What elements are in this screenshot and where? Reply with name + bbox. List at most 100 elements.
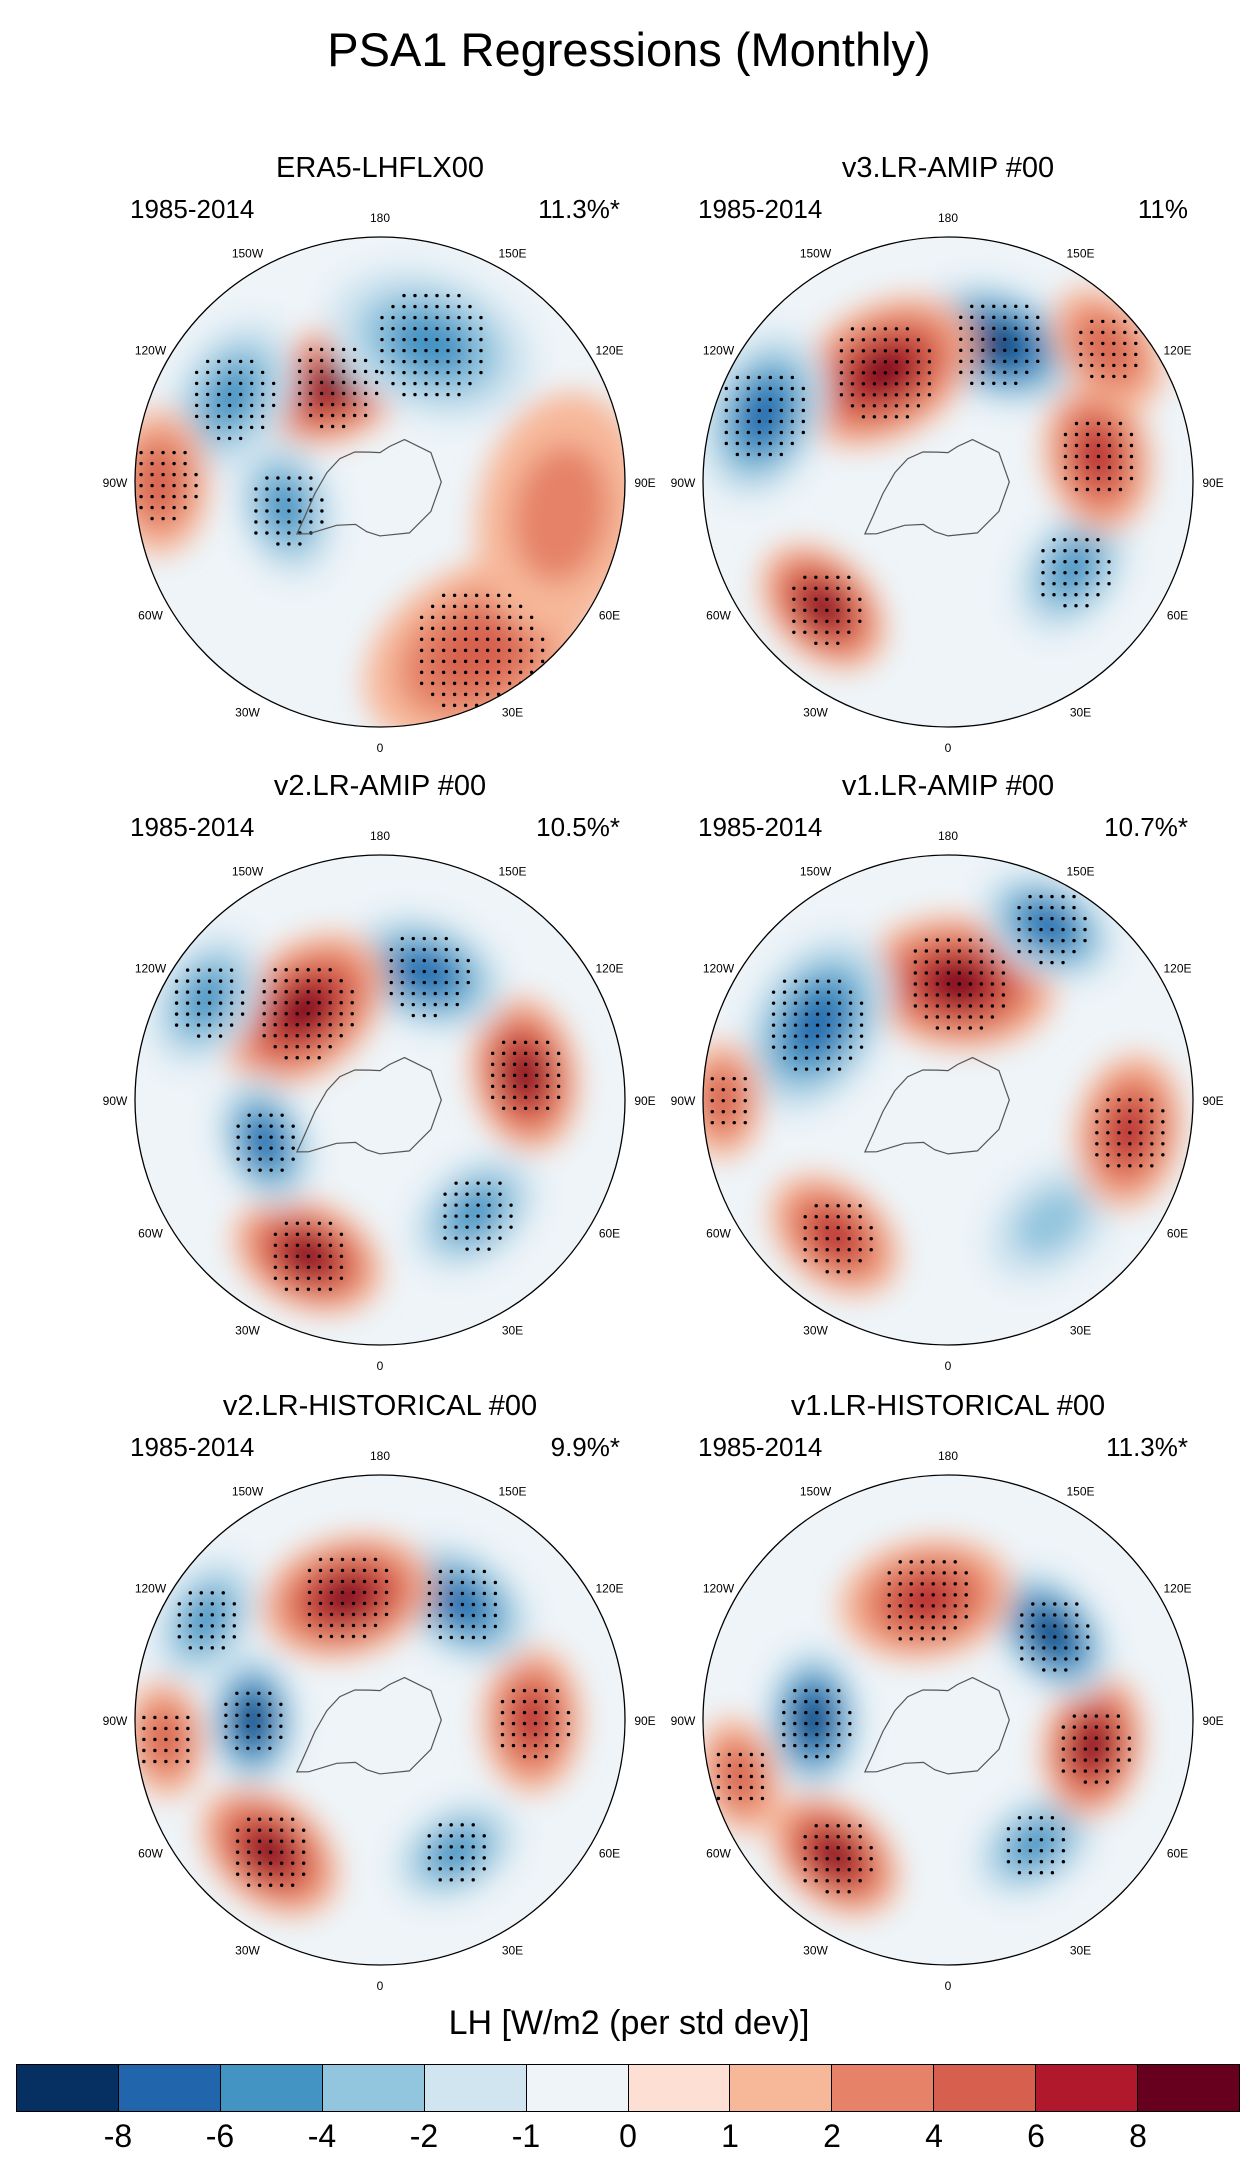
stipple-dot [768, 419, 773, 424]
stipple-dot [970, 381, 974, 386]
stipple-dot [743, 1120, 747, 1125]
stipple-dot [1036, 337, 1040, 342]
anomaly-contour [249, 1121, 280, 1162]
stipple-dot [1028, 949, 1032, 954]
stipple-dot [793, 1023, 798, 1027]
stipple-dot [898, 1637, 902, 1641]
stipple-dot [186, 1759, 190, 1764]
map-panel-v3-amip: v3.LR-AMIP #00 1985-2014 11% 0 30E 60E 90E 1… [668, 152, 1228, 772]
stipple-dot [446, 370, 450, 375]
stipple-dot [339, 1276, 344, 1281]
stipple-dot [894, 327, 899, 331]
stipple-dot [306, 1232, 311, 1237]
map-panel-v2-amip: v2.LR-AMIP #00 1985-2014 10.5%* 0 30E 60E 9… [100, 770, 660, 1390]
stipple-dot [779, 375, 784, 380]
panel-variance: 11.3%* [538, 194, 620, 224]
stipple-dot [463, 626, 468, 631]
stipple-dot [814, 1215, 818, 1219]
stipple-dot [1112, 363, 1116, 368]
stipple-dot [216, 403, 221, 408]
stipple-dot [446, 381, 450, 386]
stipple-dot [782, 990, 787, 994]
stipple-dot [836, 641, 840, 646]
stipple-dot [246, 1691, 250, 1695]
stipple-dot [968, 1015, 973, 1019]
stipple-dot [463, 637, 468, 642]
stipple-dot [482, 1569, 487, 1574]
stipple-dot [329, 1557, 334, 1562]
stipple-dot [1090, 319, 1094, 324]
stipple-dot [227, 403, 232, 408]
stipple-dot [352, 358, 357, 363]
stipple-dot [328, 1243, 333, 1248]
stipple-dot [771, 1034, 776, 1038]
stipple-dot [931, 1626, 935, 1630]
longitude-label: 180 [938, 1449, 958, 1463]
stipple-dot [254, 520, 258, 524]
stipple-dot [927, 360, 932, 364]
stipple-dot [721, 1109, 725, 1114]
stipple-dot [1003, 381, 1007, 386]
stipple-dot [1001, 993, 1006, 997]
stipple-dot [858, 1846, 862, 1850]
stipple-dot [196, 968, 201, 972]
stipple-dot [803, 1857, 807, 1861]
stipple-dot [804, 1710, 808, 1715]
stipple-dot [352, 391, 357, 396]
stipple-dot [339, 979, 343, 983]
stipple-dot [804, 979, 809, 983]
anomaly-contour [139, 453, 180, 511]
stipple-dot [433, 991, 437, 996]
anomaly-contour [430, 1830, 482, 1873]
stipple-dot [1094, 1758, 1099, 1762]
stipple-dot [839, 338, 844, 342]
stipple-dot [566, 1710, 571, 1715]
stipple-dot [476, 1203, 480, 1207]
stipple-dot [218, 1001, 223, 1005]
stipple-dot [1128, 1142, 1132, 1146]
stipple-dot [916, 393, 921, 397]
stipple-dot [257, 1691, 261, 1695]
stipple-dot [970, 315, 974, 320]
stipple-dot [490, 1084, 495, 1089]
longitude-label: 150W [232, 865, 264, 879]
stipple-dot [905, 382, 910, 386]
stipple-dot [268, 1817, 273, 1821]
stipple-dot [150, 450, 154, 455]
stipple-dot [981, 337, 985, 342]
stipple-dot [523, 1084, 528, 1089]
stipple-dot [1139, 1142, 1143, 1146]
stipple-dot [262, 1001, 266, 1005]
stipple-dot [814, 630, 818, 635]
stipple-dot [825, 1835, 829, 1839]
anomaly-contour [1013, 1187, 1088, 1257]
stipple-dot [221, 1646, 225, 1650]
stipple-dot [454, 1214, 458, 1218]
stipple-dot [501, 1040, 506, 1045]
longitude-label: 60W [138, 609, 163, 623]
anomaly-contour [744, 389, 784, 441]
stipple-dot [185, 1012, 190, 1016]
stipple-dot [471, 1580, 476, 1585]
stipple-dot [826, 1743, 830, 1748]
stipple-dot [815, 1001, 820, 1005]
stipple-dot [801, 386, 806, 391]
stipple-dot [351, 1579, 356, 1584]
stipple-dot [235, 1828, 240, 1832]
stipple-dot [790, 430, 795, 435]
stipple-dot [1061, 1725, 1066, 1729]
stipple-dot [441, 604, 446, 609]
stipple-dot [957, 993, 962, 997]
antarctica-coastline [295, 1676, 442, 1775]
stipple-dot [1031, 1602, 1035, 1606]
stipple-dot [746, 452, 751, 457]
stipple-dot [402, 315, 406, 320]
stipple-dot [1072, 1736, 1077, 1740]
stipple-dot [825, 630, 829, 635]
stipple-dot [801, 419, 806, 424]
stipple-dot [276, 531, 280, 535]
stipple-dot [400, 936, 404, 941]
stipple-dot [1128, 1131, 1132, 1135]
stipple-dot [298, 498, 302, 502]
stipple-dot [362, 1623, 367, 1628]
